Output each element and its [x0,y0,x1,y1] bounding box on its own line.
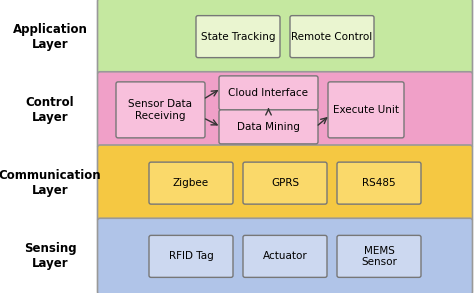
Text: Zigbee: Zigbee [173,178,209,188]
Text: Sensing
Layer: Sensing Layer [24,242,76,270]
FancyBboxPatch shape [219,110,318,144]
FancyBboxPatch shape [243,235,327,277]
FancyBboxPatch shape [337,162,421,204]
Text: RFID Tag: RFID Tag [169,251,213,261]
FancyBboxPatch shape [116,82,205,138]
FancyBboxPatch shape [149,162,233,204]
Text: State Tracking: State Tracking [201,32,275,42]
FancyBboxPatch shape [98,145,473,221]
Text: MEMS
Sensor: MEMS Sensor [361,246,397,267]
Text: Data Mining: Data Mining [237,122,300,132]
FancyBboxPatch shape [98,0,473,75]
Text: Sensor Data
Receiving: Sensor Data Receiving [128,99,192,121]
Text: Actuator: Actuator [263,251,307,261]
FancyBboxPatch shape [98,218,473,293]
Text: Control
Layer: Control Layer [26,96,74,124]
FancyBboxPatch shape [243,162,327,204]
FancyBboxPatch shape [328,82,404,138]
FancyBboxPatch shape [196,16,280,58]
FancyBboxPatch shape [149,235,233,277]
FancyBboxPatch shape [337,235,421,277]
FancyBboxPatch shape [290,16,374,58]
Text: Communication
Layer: Communication Layer [0,169,101,197]
FancyBboxPatch shape [98,72,473,148]
Text: RS485: RS485 [362,178,396,188]
Text: Application
Layer: Application Layer [13,23,87,51]
Text: GPRS: GPRS [271,178,299,188]
FancyBboxPatch shape [219,76,318,110]
Text: Execute Unit: Execute Unit [333,105,399,115]
Text: Cloud Interface: Cloud Interface [228,88,309,98]
Text: Remote Control: Remote Control [292,32,373,42]
